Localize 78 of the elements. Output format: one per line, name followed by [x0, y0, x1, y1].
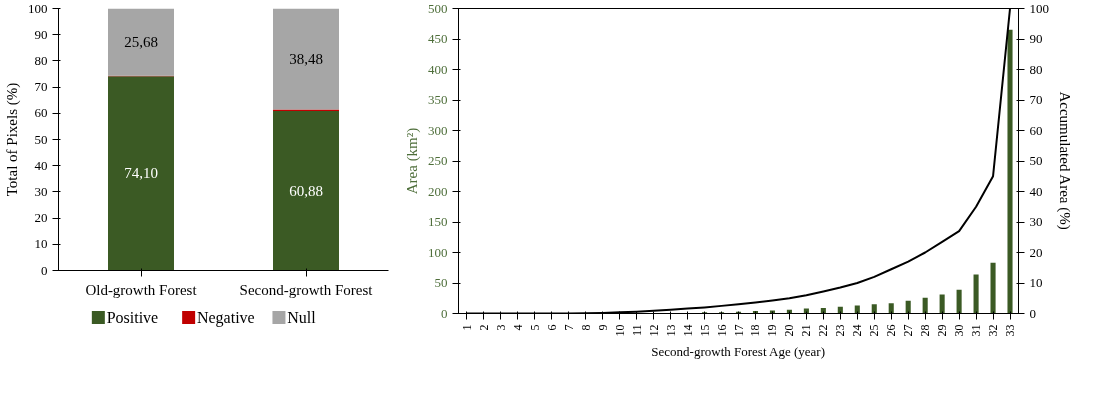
x-tick-label: 27: [901, 324, 916, 337]
x-tick-label: 7: [561, 324, 576, 331]
y-tick-label: 400: [428, 61, 448, 77]
x-tick-label: 18: [748, 324, 763, 337]
y2-tick-label: 80: [1029, 61, 1043, 77]
legend-label: Negative: [196, 309, 255, 327]
y-tick-label: 50: [434, 275, 448, 290]
y2-tick-label: 50: [1029, 153, 1043, 168]
x-tick-label: 17: [731, 324, 746, 337]
y-tick-label: 100: [428, 244, 448, 260]
x-tick-label: 4: [510, 324, 525, 331]
y2-tick-label: 90: [1029, 31, 1043, 46]
x-tick-label: 3: [493, 324, 508, 331]
x-tick-label: 21: [799, 324, 814, 337]
x-axis-title: Second-growth Forest Age (year): [651, 344, 825, 360]
y2-axis-title: Accumulated Area (%): [1056, 91, 1073, 230]
y2-tick-label: 70: [1029, 92, 1043, 107]
data-label: 38,48: [289, 51, 323, 68]
y-tick-label: 0: [41, 262, 48, 278]
y2-tick-label: 0: [1029, 305, 1036, 321]
x-tick-label: 23: [833, 324, 848, 337]
x-tick-label: 33: [1003, 324, 1018, 337]
y2-tick-label: 100: [1029, 0, 1049, 16]
x-tick-label: 25: [867, 324, 882, 337]
x-tick-label: 32: [986, 324, 1001, 337]
y-tick-label: 350: [428, 92, 448, 107]
x-tick-label: 30: [952, 324, 967, 337]
x-tick-label: 10: [612, 324, 627, 337]
y-tick-label: 60: [34, 105, 48, 121]
y-tick-label: 90: [34, 26, 48, 42]
x-tick-label: 19: [765, 324, 780, 337]
x-tick-label: 22: [816, 324, 831, 337]
data-label: 25,68: [124, 34, 158, 51]
x-tick-label: 15: [697, 324, 712, 337]
y-tick-label: 40: [34, 157, 48, 173]
x-tick-label: 26: [884, 324, 899, 337]
y-tick-label: 80: [34, 52, 48, 68]
x-tick-label: 9: [595, 324, 610, 331]
x-tick-label: 12: [646, 324, 661, 337]
x-tick-label: 14: [680, 324, 695, 337]
data-label: 74,10: [124, 165, 158, 182]
x-tick-label: 16: [714, 324, 729, 337]
y2-tick-label: 20: [1029, 244, 1043, 260]
legend-label: Positive: [106, 309, 159, 326]
x-tick-label: 29: [935, 324, 950, 337]
y-tick-label: 150: [428, 214, 448, 229]
x-tick-label: 6: [544, 324, 559, 331]
y-axis-title: Area (km²): [404, 127, 421, 195]
data-label: 60,88: [289, 182, 323, 199]
y2-tick-label: 40: [1029, 183, 1043, 199]
y-tick-label: 10: [34, 236, 48, 252]
y-tick-label: 30: [34, 183, 48, 199]
y2-tick-label: 60: [1029, 122, 1043, 138]
x-tick-label: 2: [476, 324, 491, 331]
y-tick-label: 500: [428, 0, 448, 16]
y-tick-label: 300: [428, 122, 448, 138]
x-tick-label: 24: [850, 324, 865, 337]
x-tick-label: 11: [629, 324, 644, 337]
x-tick-label: 13: [663, 324, 678, 337]
y-tick-label: 450: [428, 31, 448, 46]
x-tick-label: 5: [527, 324, 542, 331]
y-tick-label: 70: [34, 79, 48, 95]
x-tick-label: Second-growth Forest: [239, 281, 374, 298]
y-tick-label: 200: [428, 183, 448, 199]
y-tick-label: 50: [34, 131, 48, 147]
y-tick-label: 250: [428, 153, 448, 168]
legend-label: Null: [287, 309, 317, 326]
x-tick-label: 1: [459, 324, 474, 331]
y-tick-label: 0: [441, 305, 448, 321]
y2-tick-label: 30: [1029, 214, 1043, 229]
x-tick-label: Old-growth Forest: [85, 281, 198, 298]
y-tick-label: 100: [28, 0, 48, 16]
x-tick-label: 31: [969, 324, 984, 337]
x-tick-label: 28: [918, 324, 933, 337]
x-tick-label: 20: [782, 324, 797, 337]
x-tick-label: 8: [578, 324, 593, 331]
y-tick-label: 20: [34, 210, 48, 226]
y-axis-title: Total of Pixels (%): [4, 82, 21, 197]
